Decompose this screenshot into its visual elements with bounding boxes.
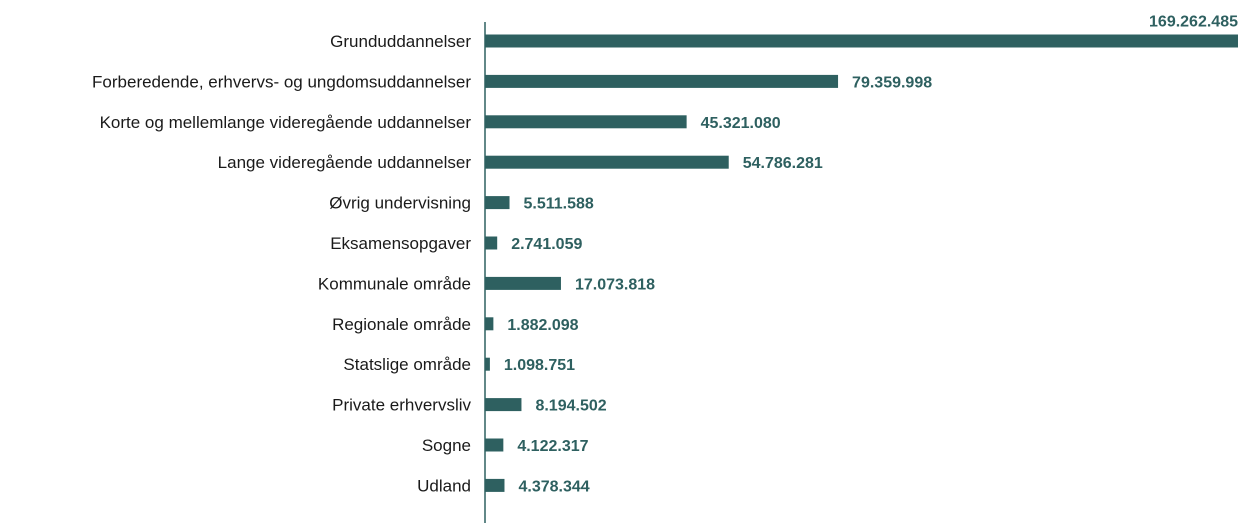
value-label-9: 1.098.751 (504, 357, 575, 374)
value-label-8: 1.882.098 (507, 317, 578, 334)
value-label-2: 79.359.998 (852, 74, 932, 91)
value-label-11: 4.122.317 (517, 438, 588, 455)
category-label-10: Private erhvervsliv (332, 396, 471, 415)
category-label-8: Regionale område (332, 315, 471, 334)
bar-8 (485, 317, 494, 331)
value-label-7: 17.073.818 (575, 276, 655, 293)
bar-1 (485, 34, 1238, 48)
bar-5 (485, 196, 510, 210)
category-label-7: Kommunale område (318, 274, 471, 293)
category-label-1: Grunduddannelser (330, 32, 471, 51)
value-label-10: 8.194.502 (535, 398, 606, 415)
value-label-5: 5.511.588 (524, 196, 594, 213)
category-label-4: Lange videregående uddannelser (218, 153, 472, 172)
category-label-12: Udland (417, 476, 471, 495)
value-labels-group: 169.262.485 79.359.998 45.321.080 54.786.28… (504, 14, 1238, 496)
category-label-5: Øvrig undervisning (329, 194, 471, 213)
bars-group (485, 34, 1238, 492)
category-label-11: Sogne (422, 436, 471, 455)
bar-7 (485, 276, 561, 290)
category-label-6: Eksamensopgaver (330, 234, 471, 253)
category-label-9: Statslige område (343, 355, 471, 374)
bar-6 (485, 236, 498, 250)
bar-11 (485, 438, 504, 452)
category-label-2: Forberedende, erhvervs- og ungdomsuddann… (92, 72, 471, 91)
value-label-3: 45.321.080 (701, 115, 781, 132)
value-label-4: 54.786.281 (743, 155, 823, 172)
category-labels-group: Grunduddannelser Forberedende, erhvervs- … (92, 32, 471, 495)
category-label-3: Korte og mellemlange videregående uddann… (100, 113, 472, 132)
bar-12 (485, 478, 505, 492)
bar-10 (485, 398, 522, 412)
value-label-1: 169.262.485 (1149, 14, 1238, 31)
bar-9 (485, 357, 490, 371)
value-label-12: 4.378.344 (518, 478, 589, 495)
value-label-6: 2.741.059 (511, 236, 582, 253)
bar-4 (485, 155, 729, 169)
bar-3 (485, 115, 687, 129)
bar-2 (485, 74, 839, 88)
